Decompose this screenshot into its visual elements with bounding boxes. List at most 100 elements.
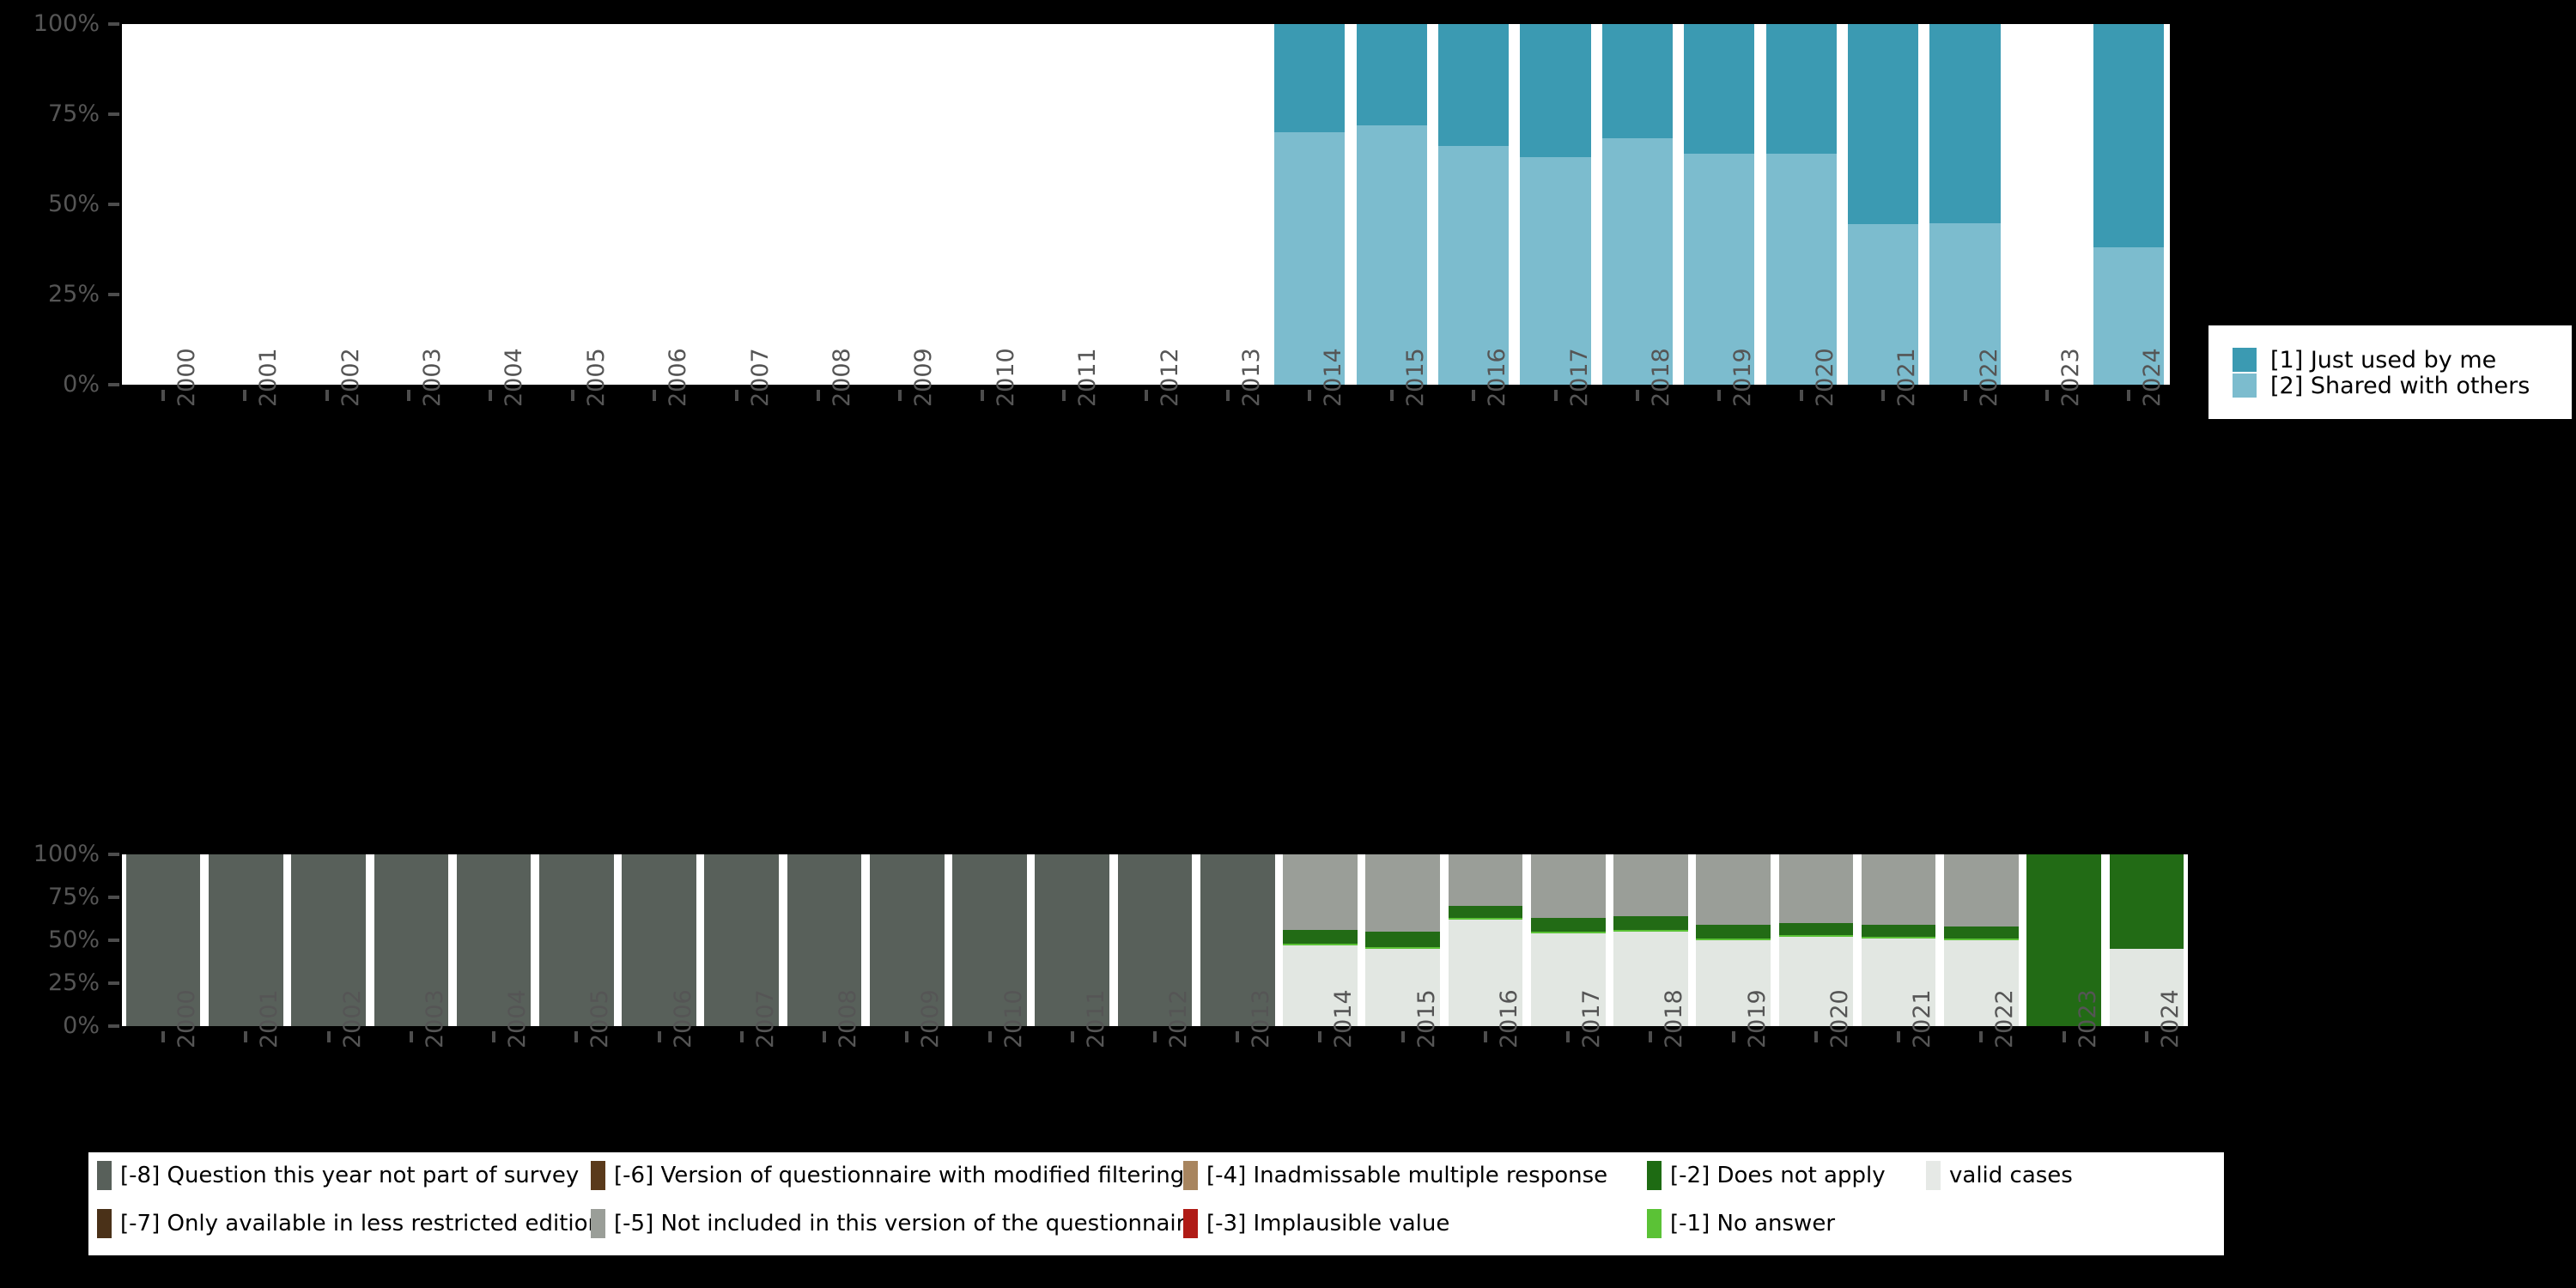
x-tick-mark <box>161 390 165 401</box>
series-legend: [1] Just used by me [2] Shared with other… <box>2208 325 2572 419</box>
mv-x-tick-label-2011: 2011 <box>1082 989 1109 1048</box>
mv-x-tick-label-2013: 2013 <box>1248 989 1275 1048</box>
bar-segment-shared-with-others <box>1765 154 1837 385</box>
mv-y-tick-mark <box>108 853 119 856</box>
mv-x-tick-mark <box>739 1031 744 1042</box>
missing-legend-label: [-7] Only available in less restricted e… <box>120 1211 603 1236</box>
mv-bar-segment <box>1283 944 1358 945</box>
x-tick-label-2023: 2023 <box>2057 348 2084 407</box>
x-tick-label-2005: 2005 <box>582 348 610 407</box>
legend-color-swatch-icon <box>1647 1209 1662 1238</box>
mv-y-tick-mark <box>108 981 119 985</box>
x-tick-label-2006: 2006 <box>665 348 692 407</box>
x-tick-mark <box>1881 390 1886 401</box>
mv-bar-segment <box>1861 939 1936 1026</box>
legend-color-swatch-icon <box>1647 1161 1662 1190</box>
mv-bar-segment <box>1117 854 1193 1026</box>
mv-y-tick-mark <box>108 1024 119 1028</box>
mv-bar-segment <box>1696 925 1771 939</box>
series-legend-item[interactable]: [1] Just used by me <box>2233 348 2496 372</box>
missing-legend-item[interactable]: [-2] Does not apply <box>1647 1161 1886 1190</box>
missing-values-bar <box>1613 854 1688 1026</box>
mv-x-tick-mark <box>1566 1031 1571 1042</box>
missing-values-bar <box>291 854 366 1026</box>
missing-legend-item[interactable]: [-4] Inadmissable multiple response <box>1183 1161 1607 1190</box>
mv-x-tick-mark <box>987 1031 992 1042</box>
bar-segment-shared-with-others <box>1601 137 1673 385</box>
y-tick-mark <box>108 293 119 296</box>
legend-color-swatch-icon <box>97 1161 112 1190</box>
mv-x-tick-mark <box>161 1031 166 1042</box>
missing-values-legend: [-8] Question this year not part of surv… <box>88 1152 2224 1255</box>
missing-legend-label: [-6] Version of questionnaire with modif… <box>614 1163 1185 1188</box>
mv-x-tick-mark <box>657 1031 661 1042</box>
missing-values-bar <box>2026 854 2101 1026</box>
legend-color-swatch-icon <box>2233 374 2257 398</box>
y-tick-label: 75% <box>47 100 100 127</box>
series-legend-label: [2] Shared with others <box>2270 372 2530 399</box>
missing-legend-item[interactable]: [-1] No answer <box>1647 1209 1835 1238</box>
missing-values-bar <box>1365 854 1441 1026</box>
bar-segment-shared-with-others <box>1929 223 2001 385</box>
x-tick-mark <box>1963 390 1967 401</box>
missing-values-bar <box>1778 854 1854 1026</box>
missing-legend-item[interactable]: [-8] Question this year not part of surv… <box>97 1161 579 1190</box>
bar-segment-just-used-by-me <box>1601 24 1673 138</box>
mv-x-tick-label-2006: 2006 <box>669 989 696 1048</box>
x-tick-mark <box>325 390 329 401</box>
main-chart-bar <box>1684 24 1755 385</box>
y-tick-mark <box>108 203 119 206</box>
mv-bar-segment <box>1613 854 1688 916</box>
x-tick-label-2014: 2014 <box>1320 348 1347 407</box>
mv-bar-segment <box>1613 916 1688 930</box>
main-chart-bar <box>1929 24 2001 385</box>
mv-x-tick-mark <box>409 1031 413 1042</box>
series-legend-item[interactable]: [2] Shared with others <box>2233 374 2530 398</box>
mv-x-tick-mark <box>905 1031 909 1042</box>
mv-x-tick-mark <box>1814 1031 1818 1042</box>
mv-x-tick-label-2010: 2010 <box>999 989 1027 1048</box>
mv-bar-segment <box>787 854 862 1026</box>
mv-bar-segment <box>1944 927 2019 939</box>
mv-x-tick-mark <box>1153 1031 1157 1042</box>
mv-bar-segment <box>1944 939 2019 940</box>
missing-values-bar <box>1283 854 1358 1026</box>
mv-x-tick-label-2024: 2024 <box>2156 989 2184 1048</box>
missing-legend-item[interactable]: [-3] Implausible value <box>1183 1209 1449 1238</box>
missing-legend-item[interactable]: [-5] Not included in this version of the… <box>591 1209 1199 1238</box>
mv-x-tick-label-2017: 2017 <box>1578 989 1606 1048</box>
missing-values-bar <box>2109 854 2184 1026</box>
missing-values-bar <box>1117 854 1193 1026</box>
mv-bar-segment <box>374 854 449 1026</box>
mv-x-tick-label-2016: 2016 <box>1495 989 1522 1048</box>
mv-bar-segment <box>1530 933 1606 1026</box>
mv-x-tick-label-2003: 2003 <box>421 989 448 1048</box>
mv-y-tick-mark <box>108 896 119 899</box>
missing-legend-item[interactable]: [-6] Version of questionnaire with modif… <box>591 1161 1184 1190</box>
mv-x-tick-mark <box>2144 1031 2148 1042</box>
missing-legend-item[interactable]: [-7] Only available in less restricted e… <box>97 1209 602 1238</box>
main-chart-bar <box>2093 24 2165 385</box>
x-tick-mark <box>1225 390 1230 401</box>
bar-segment-shared-with-others <box>1356 125 1427 385</box>
mv-y-tick-label: 50% <box>47 927 100 953</box>
legend-color-swatch-icon <box>1183 1209 1198 1238</box>
mv-bar-segment <box>1861 925 1936 937</box>
y-tick-mark <box>108 112 119 116</box>
x-tick-mark <box>406 390 410 401</box>
missing-legend-item[interactable]: valid cases <box>1926 1161 2073 1190</box>
bar-segment-just-used-by-me <box>2093 24 2165 248</box>
missing-legend-label: valid cases <box>1949 1163 2073 1188</box>
x-tick-label-2011: 2011 <box>1074 348 1102 407</box>
missing-values-bar <box>374 854 449 1026</box>
mv-bar-segment <box>1861 854 1936 925</box>
mv-x-tick-label-2021: 2021 <box>1909 989 1936 1048</box>
main-chart-bar <box>1765 24 1837 385</box>
mv-bar-segment <box>209 854 283 1026</box>
bar-segment-shared-with-others <box>1274 131 1346 385</box>
x-tick-mark <box>2044 390 2049 401</box>
mv-x-tick-label-2000: 2000 <box>173 989 201 1048</box>
mv-bar-segment <box>1365 947 1441 949</box>
missing-values-bar <box>1861 854 1936 1026</box>
mv-bar-segment <box>1696 940 1771 1026</box>
